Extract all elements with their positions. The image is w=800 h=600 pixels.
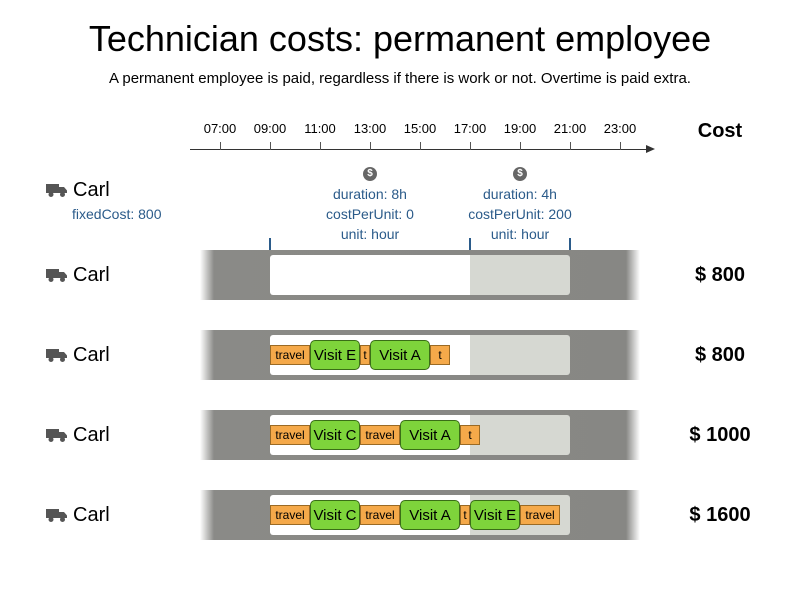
tick-label: 11:00 <box>304 121 336 136</box>
tick-mark <box>520 142 521 150</box>
page-title: Technician costs: permanent employee <box>88 18 712 59</box>
period-end-marker <box>569 238 571 250</box>
tick-mark <box>270 142 271 150</box>
overtime-segment <box>470 335 570 375</box>
regular-period-unit: unit: hour <box>340 226 400 242</box>
row-cost: $ 800 <box>694 264 746 286</box>
tick-mark <box>620 142 621 150</box>
tick-mark <box>320 142 321 150</box>
travel-block[interactable]: travel <box>360 505 400 525</box>
legend-resource-name: Carl <box>73 178 110 201</box>
row-resource-name: Carl <box>73 343 110 366</box>
period-start-marker <box>269 238 271 250</box>
truck-icon <box>46 429 67 442</box>
overtime-segment <box>470 415 570 455</box>
tick-label: 19:00 <box>503 121 537 136</box>
tick-mark <box>370 142 371 150</box>
visit-block[interactable]: Visit A <box>400 500 460 530</box>
dollar-icon: $ <box>513 167 527 181</box>
truck-icon <box>46 184 67 197</box>
overtime-period-info: duration: 4h costPerUnit: 200 unit: hour <box>450 184 590 244</box>
tick-label: 23:00 <box>603 121 637 136</box>
page-subtitle: A permanent employee is paid, regardless… <box>109 70 691 87</box>
row-cost: $ 1000 <box>689 424 751 446</box>
time-axis-arrow-icon <box>646 145 655 153</box>
overtime-period-duration: duration: 4h <box>483 186 557 202</box>
regular-time-segment <box>270 255 470 295</box>
tick-label: 21:00 <box>553 121 587 136</box>
travel-block[interactable]: travel <box>270 425 310 445</box>
row-cost: $ 1600 <box>689 504 751 526</box>
tick-label: 17:00 <box>453 121 487 136</box>
overtime-period-cost-per-unit: costPerUnit: 200 <box>468 206 572 222</box>
tick-mark <box>220 142 221 150</box>
regular-period-cost-per-unit: costPerUnit: 0 <box>326 206 414 222</box>
row-resource: Carl <box>46 422 110 448</box>
legend-resource: Carl <box>46 177 110 203</box>
row-resource: Carl <box>46 502 110 528</box>
row-resource: Carl <box>46 342 110 368</box>
overtime-segment <box>470 255 570 295</box>
row-resource: Carl <box>46 262 110 288</box>
travel-block[interactable]: travel <box>360 425 400 445</box>
row-resource-name: Carl <box>73 263 110 286</box>
travel-block[interactable]: travel <box>270 505 310 525</box>
travel-block[interactable]: travel <box>270 345 310 365</box>
period-boundary-marker <box>469 238 471 250</box>
row-resource-name: Carl <box>73 423 110 446</box>
regular-period-duration: duration: 8h <box>333 186 407 202</box>
visit-block[interactable]: Visit E <box>310 340 360 370</box>
travel-block[interactable]: travel <box>520 505 560 525</box>
tick-mark <box>570 142 571 150</box>
tick-label: 13:00 <box>353 121 387 136</box>
visit-block[interactable]: Visit A <box>400 420 460 450</box>
visit-block[interactable]: Visit E <box>470 500 520 530</box>
truck-icon <box>46 269 67 282</box>
tick-label: 15:00 <box>403 121 437 136</box>
tick-label: 09:00 <box>253 121 287 136</box>
truck-icon <box>46 509 67 522</box>
travel-block[interactable]: t <box>430 345 450 365</box>
regular-period-info: duration: 8h costPerUnit: 0 unit: hour <box>300 184 440 244</box>
row-resource-name: Carl <box>73 503 110 526</box>
row-cost: $ 800 <box>694 344 746 366</box>
time-axis-line <box>190 149 648 150</box>
tick-mark <box>470 142 471 150</box>
visit-block[interactable]: Visit C <box>310 500 360 530</box>
travel-block[interactable]: t <box>460 505 470 525</box>
dollar-icon: $ <box>363 167 377 181</box>
truck-icon <box>46 349 67 362</box>
visit-block[interactable]: Visit C <box>310 420 360 450</box>
tick-label: 07:00 <box>203 121 237 136</box>
overtime-period-unit: unit: hour <box>490 226 550 242</box>
travel-block[interactable]: t <box>360 345 370 365</box>
tick-mark <box>420 142 421 150</box>
travel-block[interactable]: t <box>460 425 480 445</box>
fixed-cost-label: fixedCost: 800 <box>72 206 162 222</box>
visit-block[interactable]: Visit A <box>370 340 430 370</box>
schedule-row <box>200 250 640 300</box>
cost-column-header: Cost <box>697 120 743 142</box>
